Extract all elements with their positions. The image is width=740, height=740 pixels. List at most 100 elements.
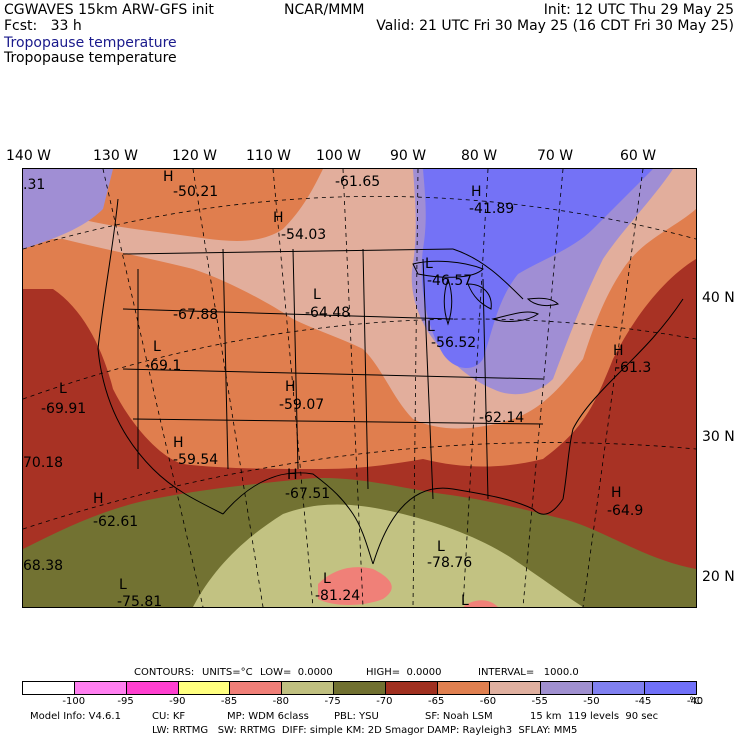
colorbar-tick-label: -75 (324, 696, 341, 707)
extremum-value: -75.81 (117, 594, 162, 607)
contours-label: CONTOURS: (134, 667, 195, 678)
extremum-value: 68.38 (23, 558, 63, 574)
colorbar-swatch (437, 682, 490, 694)
physics-info: LW: RRTMG SW: RRTMG DIFF: simple KM: 2D … (152, 725, 578, 736)
forecast-hour: Fcst: 33 h (4, 18, 82, 34)
colorbar-tick-label: -95 (117, 696, 134, 707)
lon-label: 90 W (390, 148, 427, 164)
fill-pink-small (463, 600, 498, 607)
extremum-value: -59.07 (279, 397, 324, 413)
high-marker: H (173, 435, 184, 451)
extremum-value: -69.91 (41, 401, 86, 417)
colorbar-swatch (282, 682, 335, 694)
low-marker: L (427, 319, 435, 335)
field-title-primary: Tropopause temperature (4, 35, 177, 51)
colorbar (22, 681, 697, 695)
low-label: LOW= 0.0000 (260, 667, 333, 678)
extremum-value: -64.9 (607, 503, 643, 519)
extremum-value: -64.48 (305, 305, 350, 321)
high-marker: H (471, 184, 482, 200)
colorbar-unit: °C (689, 696, 701, 707)
extremum-value: -69.1 (145, 358, 181, 374)
surface-scheme: SF: Noah LSM (425, 711, 493, 722)
colorbar-swatch (230, 682, 283, 694)
fill-pink (318, 567, 392, 605)
lon-label: 140 W (6, 148, 52, 164)
low-marker: L (119, 577, 127, 593)
model-title: CGWAVES 15km ARW-GFS init (4, 2, 214, 18)
fill-orange-north (63, 169, 323, 241)
init-time: Init: 12 UTC Thu 29 May 25 (543, 2, 734, 18)
extremum-value: -56.52 (431, 335, 476, 351)
valid-time: Valid: 21 UTC Fri 30 May 25 (16 CDT Fri … (376, 18, 734, 34)
high-marker: H (93, 491, 104, 507)
colorbar-swatch (74, 682, 127, 694)
low-marker: L (437, 539, 445, 555)
model-info: Model Info: V4.6.1 (30, 711, 121, 722)
colorbar-swatch (593, 682, 646, 694)
lon-label: 120 W (172, 148, 218, 164)
pbl-scheme: PBL: YSU (334, 711, 379, 722)
colorbar-swatch (126, 682, 179, 694)
colorbar-tick-label: -100 (62, 696, 86, 707)
map-canvas: H-50.21-61.65H-41.89H-54.03.31L-46.57L-6… (23, 169, 696, 607)
high-marker: H (273, 210, 284, 226)
colorbar-tick-label: -90 (169, 696, 186, 707)
fill-blue (421, 169, 653, 369)
lat-label: 20 N (702, 569, 735, 585)
lat-label: 40 N (702, 290, 735, 306)
lat-label: 30 N (702, 429, 735, 445)
field-title-secondary: Tropopause temperature (4, 50, 177, 66)
extremum-value: -59.54 (173, 452, 218, 468)
extremum-value: -61.3 (615, 360, 651, 376)
extremum-value: -67.51 (285, 486, 330, 502)
extremum-value: 70.18 (23, 455, 63, 471)
colorbar-swatch (489, 682, 542, 694)
graticule (23, 169, 696, 607)
extremum-value: -54.03 (281, 227, 326, 243)
coastlines (97, 198, 684, 565)
colorbar-swatch (23, 682, 75, 694)
cumulus-scheme: CU: KF (152, 711, 186, 722)
colorbar-tick-label: -50 (583, 696, 600, 707)
lon-label: 100 W (316, 148, 362, 164)
grid-info: 15 km 119 levels 90 sec (530, 711, 659, 722)
high-marker: H (287, 467, 298, 483)
extremum-value: -62.61 (93, 514, 138, 530)
lon-label: 110 W (246, 148, 292, 164)
extremum-value: -67.88 (173, 307, 218, 323)
extremum-value: .31 (23, 177, 45, 193)
colorbar-tick-label: -55 (531, 696, 548, 707)
low-marker: L (59, 381, 67, 397)
colorbar-tick-label: -60 (479, 696, 497, 707)
interval-label: INTERVAL= 1000.0 (478, 667, 579, 678)
low-marker: L (461, 593, 469, 607)
high-marker: H (163, 169, 174, 185)
colorbar-tick-label: -65 (427, 696, 445, 707)
lon-label: 70 W (537, 148, 574, 164)
colorbar-swatch (178, 682, 231, 694)
colorbar-swatch (541, 682, 594, 694)
extremum-value: -41.89 (469, 201, 514, 217)
lon-label: 80 W (461, 148, 498, 164)
high-label: HIGH= 0.0000 (366, 667, 442, 678)
extremum-value: -78.76 (427, 555, 472, 571)
low-marker: L (153, 339, 161, 355)
low-marker: L (425, 256, 433, 272)
colorbar-tick-label: -45 (635, 696, 652, 707)
extremum-value: -50.21 (173, 184, 218, 200)
high-marker: H (285, 379, 296, 395)
colorbar-tick-label: -85 (220, 696, 238, 707)
contour-labels: H-50.21-61.65H-41.89H-54.03.31L-46.57L-6… (23, 169, 651, 607)
lon-label: 60 W (620, 148, 657, 164)
extremum-value: -46.57 (427, 273, 472, 289)
colorbar-swatch (385, 682, 438, 694)
tropopause-temperature-map: H -50.21 -61.65 H -41.89 H -54.03.31 L -46.57 L -6… (22, 168, 697, 608)
extremum-value: -81.24 (315, 588, 360, 604)
colorbar-tick-label: -80 (272, 696, 290, 707)
colorbar-swatch (334, 682, 386, 694)
high-marker: H (613, 343, 624, 359)
lon-label: 130 W (93, 148, 139, 164)
microphysics-scheme: MP: WDM 6class (227, 711, 309, 722)
fill-tan (193, 504, 583, 607)
